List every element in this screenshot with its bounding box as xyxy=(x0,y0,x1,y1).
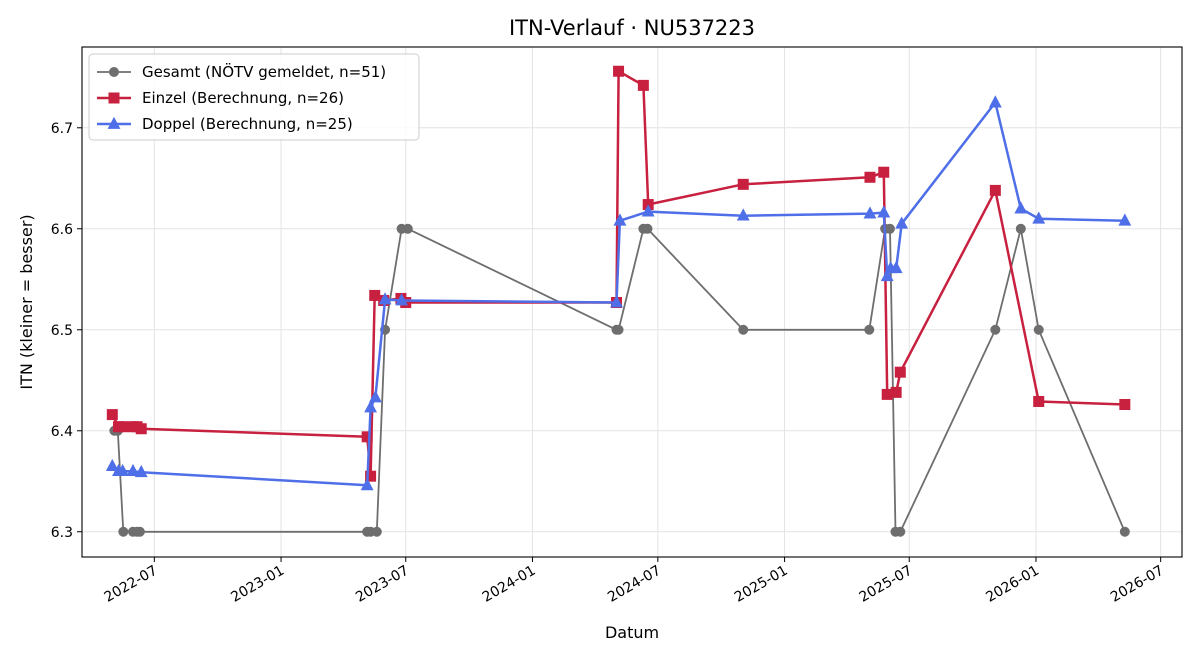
data-point-gesamt xyxy=(371,526,382,537)
legend-label-einzel: Einzel (Berechnung, n=26) xyxy=(142,89,344,107)
data-point-doppel xyxy=(360,478,374,491)
data-point-einzel xyxy=(894,366,906,378)
chart-title: ITN-Verlauf · NU537223 xyxy=(509,16,755,40)
legend-marker-gesamt xyxy=(109,67,119,77)
data-point-gesamt xyxy=(402,223,413,234)
y-tick-label: 6.6 xyxy=(51,222,73,238)
legend-label-gesamt: Gesamt (NÖTV gemeldet, n=51) xyxy=(142,62,386,81)
data-point-gesamt xyxy=(990,324,1001,335)
data-point-gesamt xyxy=(895,526,906,537)
plot-frame xyxy=(81,46,1183,558)
data-point-einzel xyxy=(361,431,373,443)
data-point-doppel xyxy=(116,463,130,477)
data-point-einzel xyxy=(106,409,118,421)
data-point-gesamt xyxy=(864,324,875,335)
data-point-einzel xyxy=(890,386,902,398)
y-tick-label: 6.7 xyxy=(51,121,73,137)
data-point-doppel xyxy=(877,205,891,218)
data-point-doppel xyxy=(378,292,392,305)
data-point-einzel xyxy=(637,79,649,91)
data-point-doppel xyxy=(105,458,119,472)
data-point-einzel xyxy=(737,178,749,190)
data-point-einzel xyxy=(878,166,890,178)
data-point-einzel xyxy=(1119,399,1131,411)
x-axis-label: Datum xyxy=(605,623,659,642)
data-point-doppel xyxy=(1014,201,1028,214)
data-point-doppel xyxy=(610,295,623,308)
data-point-gesamt xyxy=(1033,324,1044,335)
data-point-doppel xyxy=(736,208,750,221)
series-layer xyxy=(105,65,1132,537)
data-point-einzel xyxy=(613,65,625,77)
data-point-doppel xyxy=(126,463,140,477)
y-tick-label: 6.5 xyxy=(51,323,73,339)
data-point-doppel xyxy=(368,390,382,403)
legend: Gesamt (NÖTV gemeldet, n=51) Einzel (Bere… xyxy=(88,53,420,141)
data-point-einzel xyxy=(365,470,377,482)
y-tick-label: 6.4 xyxy=(51,424,73,440)
data-point-doppel xyxy=(895,216,909,229)
data-point-doppel xyxy=(863,206,877,219)
legend-label-doppel: Doppel (Berechnung, n=25) xyxy=(142,115,353,133)
data-point-gesamt xyxy=(613,324,624,335)
data-point-doppel xyxy=(880,268,894,282)
data-point-gesamt xyxy=(642,223,653,234)
y-tick-label: 6.3 xyxy=(51,525,73,541)
data-point-gesamt xyxy=(884,223,895,234)
data-point-einzel xyxy=(989,184,1001,196)
data-point-einzel xyxy=(1033,395,1045,407)
data-point-doppel xyxy=(1032,211,1046,224)
data-point-doppel xyxy=(134,464,148,478)
data-point-gesamt xyxy=(738,324,749,335)
data-point-gesamt xyxy=(1015,223,1026,234)
data-point-gesamt xyxy=(1119,526,1130,537)
data-point-doppel xyxy=(1118,213,1132,226)
data-point-einzel xyxy=(117,421,129,433)
legend-marker-doppel xyxy=(107,116,121,129)
data-point-einzel xyxy=(135,423,147,435)
data-point-doppel xyxy=(988,95,1002,108)
y-axis-label: ITN (kleiner = besser) xyxy=(17,214,36,389)
data-point-doppel xyxy=(889,260,903,274)
data-point-doppel xyxy=(364,400,378,413)
data-point-gesamt xyxy=(118,526,129,537)
data-point-doppel xyxy=(641,204,655,217)
data-point-doppel xyxy=(395,293,409,306)
legend-marker-einzel xyxy=(108,92,120,104)
data-point-doppel xyxy=(613,213,627,226)
data-point-gesamt xyxy=(134,526,145,537)
series-doppel xyxy=(105,95,1132,491)
data-point-einzel xyxy=(864,171,876,183)
legend-box xyxy=(88,53,420,141)
